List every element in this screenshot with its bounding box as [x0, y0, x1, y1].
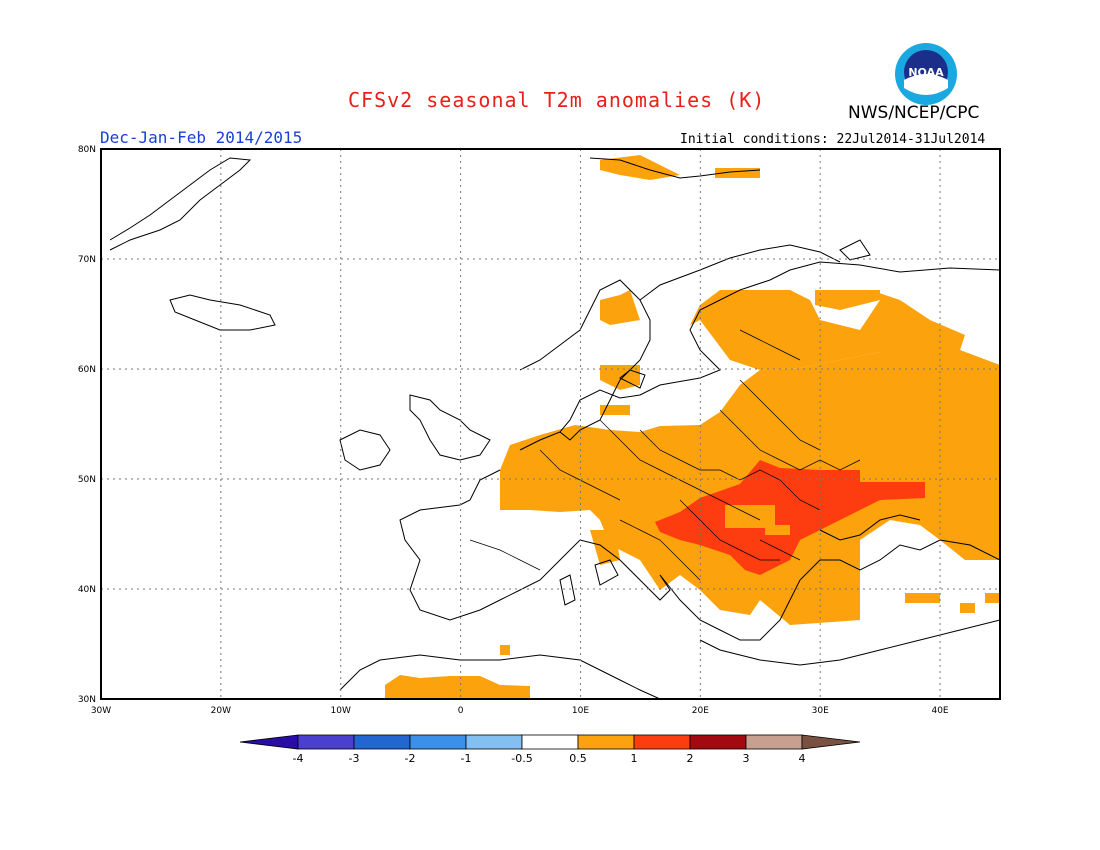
- lon-label: 20E: [692, 706, 709, 716]
- latitude-labels: 80N 70N 60N 50N 40N 30N: [78, 145, 96, 705]
- colorbar-label: 2: [687, 752, 694, 765]
- lon-label: 40E: [931, 706, 948, 716]
- lat-label: 50N: [78, 475, 96, 485]
- colorbar-label: -0.5: [511, 752, 532, 765]
- colorbar-swatch: [409, 734, 467, 750]
- initial-conditions-label: Initial conditions: 22Jul2014-31Jul2014: [680, 132, 986, 147]
- anomaly-region-light-inner: [725, 505, 790, 535]
- colorbar-label: 3: [743, 752, 750, 765]
- colorbar-label: -4: [293, 752, 304, 765]
- organization-label: NWS/NCEP/CPC: [848, 103, 980, 123]
- graticule: [101, 149, 1000, 699]
- coastlines: [109, 157, 1000, 699]
- lon-label: 20W: [211, 706, 231, 716]
- colorbar-swatch: [521, 734, 579, 750]
- lat-label: 30N: [78, 695, 96, 705]
- lat-label: 40N: [78, 585, 96, 595]
- map-frame: [100, 148, 1001, 700]
- lon-label: 10W: [331, 706, 351, 716]
- lat-label: 70N: [78, 255, 96, 265]
- colorbar-swatch: [577, 734, 635, 750]
- lat-label: 80N: [78, 145, 96, 155]
- colorbar-swatch: [745, 734, 803, 750]
- noaa-logo: NOAA: [895, 43, 957, 105]
- colorbar-swatch: [297, 734, 355, 750]
- longitude-labels: 30W 20W 10W 0 10E 20E 30E 40E: [91, 706, 949, 716]
- colorbar-swatch: [353, 734, 411, 750]
- lon-label: 10E: [572, 706, 589, 716]
- noaa-logo-text: NOAA: [908, 66, 944, 79]
- country-borders: [469, 329, 861, 581]
- colorbar-swatch: [465, 734, 523, 750]
- anomaly-region-red: [655, 460, 925, 575]
- colorbar-label: -1: [461, 752, 472, 765]
- lon-label: 0: [458, 706, 464, 716]
- colorbar-swatch: [633, 734, 691, 750]
- colorbar-label: 1: [631, 752, 638, 765]
- lat-label: 60N: [78, 365, 96, 375]
- colorbar-label: 4: [799, 752, 806, 765]
- colorbar-arrow-high: [801, 734, 861, 750]
- colorbar-swatch: [689, 734, 747, 750]
- colorbar-label: -3: [349, 752, 360, 765]
- lon-label: 30W: [91, 706, 111, 716]
- colorbar-label: -2: [405, 752, 416, 765]
- colorbar-label: 0.5: [569, 752, 587, 765]
- chart-title: CFSv2 seasonal T2m anomalies (K): [348, 88, 766, 112]
- season-label: Dec-Jan-Feb 2014/2015: [100, 128, 303, 147]
- lon-label: 30E: [812, 706, 829, 716]
- colorbar-arrow-low: [239, 734, 299, 750]
